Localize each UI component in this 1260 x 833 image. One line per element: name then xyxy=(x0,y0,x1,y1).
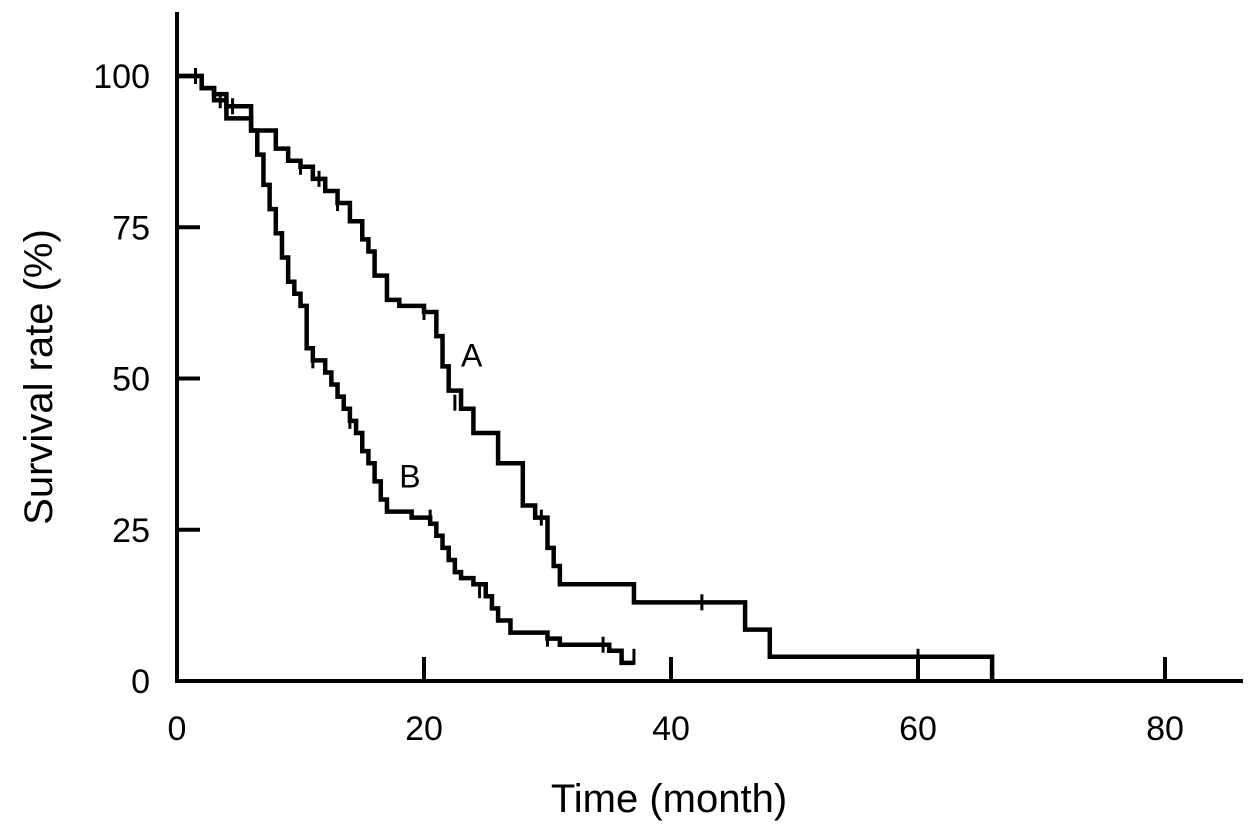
series-A: A xyxy=(177,68,995,681)
y-axis-title: Survival rate (%) xyxy=(17,229,61,525)
ticks: 0 20 40 60 80 0 25 50 75 100 xyxy=(93,58,1184,748)
x-tick-label: 60 xyxy=(899,710,937,748)
survival-curve-A xyxy=(177,73,995,681)
y-tick-label: 100 xyxy=(93,58,150,96)
y-tick-label: 50 xyxy=(112,361,150,399)
x-tick-label: 0 xyxy=(168,710,187,748)
labels: Time (month) Survival rate (%) xyxy=(17,229,787,821)
y-tick-label: 0 xyxy=(131,663,150,701)
x-tick-label: 80 xyxy=(1146,710,1184,748)
curve-label-B: B xyxy=(399,458,420,494)
x-tick-label: 20 xyxy=(405,710,443,748)
series-B: B xyxy=(177,68,636,666)
axes xyxy=(175,12,1243,683)
survival-curve-B xyxy=(177,73,634,666)
curves: AB xyxy=(177,68,995,681)
y-tick-label: 75 xyxy=(112,209,150,247)
x-tick-label: 40 xyxy=(652,710,690,748)
curve-label-A: A xyxy=(461,337,483,373)
y-tick-label: 25 xyxy=(112,512,150,550)
x-axis-title: Time (month) xyxy=(551,777,787,821)
